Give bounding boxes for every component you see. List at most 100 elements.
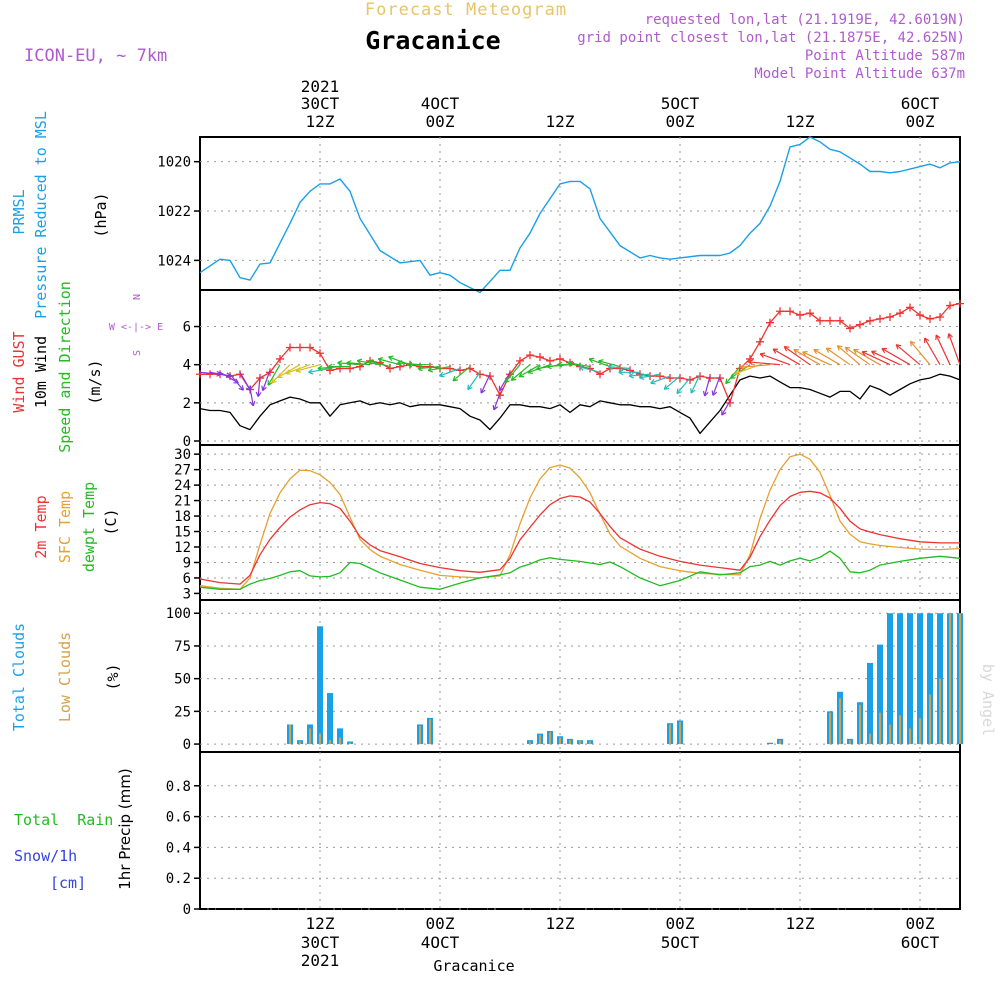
wind-unit-label: (m/s) xyxy=(86,359,104,404)
wind-arrow xyxy=(759,353,791,366)
wind-arrow-head xyxy=(510,375,517,381)
wind-arrow-head xyxy=(935,334,941,341)
model-label: ICON-EU, ~ 7km xyxy=(24,46,167,66)
wind-gust-marker xyxy=(536,353,544,362)
low-cloud-bar xyxy=(879,712,881,745)
wind-arrow-head xyxy=(924,337,930,344)
total-cloud-bar xyxy=(897,613,903,745)
temperature-ytick-label: 30 xyxy=(174,447,191,463)
wind-gust-marker xyxy=(336,364,344,373)
precip-ytick-label: 0 xyxy=(183,902,191,918)
bottom-axis-label: 00Z xyxy=(426,914,455,933)
pressure-frame xyxy=(199,136,961,291)
total-cloud-bar xyxy=(877,644,883,745)
wind-gust-marker xyxy=(196,370,204,379)
pressure-panel: 1020 1022 1024 xyxy=(157,136,961,294)
low-cloud-bar xyxy=(849,740,851,745)
forecast-title: Forecast Meteogram xyxy=(365,0,567,20)
wind-arrow-head xyxy=(844,346,851,353)
wind-gust-marker xyxy=(876,314,884,323)
wind-arrow xyxy=(262,370,271,391)
precip-ytick-label: 0.2 xyxy=(166,871,191,887)
low-cloud-bar xyxy=(929,694,931,745)
low-cloud-bar xyxy=(859,704,861,745)
wind-arrow xyxy=(690,373,701,394)
wind-arrow xyxy=(948,333,961,365)
wind-arrow-head xyxy=(739,364,746,370)
wind-arrow-head xyxy=(277,372,283,379)
total-cloud-bar xyxy=(887,613,893,745)
wind-gust-marker xyxy=(486,372,494,381)
wind-arrow xyxy=(428,366,451,372)
station-title: Gracanice xyxy=(365,26,500,55)
temperature-ytick-label: 21 xyxy=(174,494,191,510)
low-cloud-bar xyxy=(349,742,351,745)
wind-arrow xyxy=(568,362,591,368)
wind-arrow xyxy=(844,346,871,366)
wind-arrow xyxy=(308,367,331,373)
wind-arrow xyxy=(249,387,254,407)
wind-arrow xyxy=(725,366,741,384)
wind-arrow-head xyxy=(650,379,656,385)
low-cloud-bar xyxy=(429,719,431,745)
wind-arrow xyxy=(588,358,611,368)
wind-arrow xyxy=(837,345,861,366)
wind-gust-marker xyxy=(776,307,784,316)
wind-arrow-head xyxy=(368,359,374,365)
wind-gust-marker xyxy=(716,374,724,383)
precip-ytick-label: 0.8 xyxy=(166,779,191,795)
wind-arrow-head xyxy=(676,388,682,395)
wind-arrow-head xyxy=(729,373,736,379)
bottom-axis-label: 30CT xyxy=(301,933,340,952)
wind-10m-line xyxy=(199,373,961,435)
wind-arrow xyxy=(510,364,531,381)
wind-arrow-head xyxy=(579,365,585,371)
wind-arrow-head xyxy=(881,347,887,354)
wind-gust-marker xyxy=(856,320,864,329)
low-cloud-bar xyxy=(589,741,591,745)
wind-gust-marker xyxy=(666,374,674,383)
bottom-axis-label: 00Z xyxy=(666,914,695,933)
wind-arrow-head xyxy=(261,385,267,392)
wind-arrow-head xyxy=(238,385,245,391)
wind-arrow-head xyxy=(895,344,902,350)
wind-arrow xyxy=(825,347,851,366)
compass-n: N xyxy=(132,294,143,300)
wind-arrow xyxy=(579,366,601,373)
wind-gust-marker xyxy=(936,312,944,321)
wind-gust-marker xyxy=(806,309,814,318)
wind-gust-marker xyxy=(526,351,534,360)
wind-arrow-head xyxy=(861,350,868,357)
low-cloud-bar xyxy=(669,724,671,745)
clouds-frame xyxy=(199,599,961,753)
wind-gust-marker xyxy=(456,366,464,375)
wind-arrow-head xyxy=(527,368,534,375)
wind-arrow xyxy=(783,346,811,366)
wind-gust-marker xyxy=(756,337,764,346)
wind-arrow xyxy=(881,347,911,366)
wind-gust-marker xyxy=(866,316,874,325)
t2m-line xyxy=(199,490,960,585)
temperature-ytick-label: 15 xyxy=(174,525,191,541)
wind-arrow-head xyxy=(663,384,670,390)
wind-arrow-head xyxy=(588,357,595,364)
wind-arrow-head xyxy=(772,348,779,354)
wind-arrow xyxy=(909,340,931,366)
wind-arrow-head xyxy=(836,345,843,351)
low-cloud-bar xyxy=(779,740,781,745)
precip-panel: 0 0.2 0.4 0.6 0.8 xyxy=(166,751,961,918)
precip-axis-label: 1hr Precip (mm) xyxy=(116,768,134,889)
model-altitude: Model Point Altitude 637m xyxy=(754,66,965,82)
wind-arrow xyxy=(608,365,631,370)
low-cloud-bar xyxy=(339,737,341,745)
top-axis-label: 2021 xyxy=(301,77,340,96)
wind-arrow xyxy=(704,375,711,397)
wind-gust-marker xyxy=(686,375,694,384)
bottom-axis-label: 12Z xyxy=(786,914,815,933)
wind-arrow-head xyxy=(618,369,624,376)
wind-arrow-head xyxy=(295,367,302,373)
low-cloud-bar xyxy=(889,724,891,745)
wind-arrow xyxy=(493,393,501,411)
total-rain-label: Total Rain xyxy=(14,811,113,829)
wind-arrow xyxy=(895,344,921,366)
